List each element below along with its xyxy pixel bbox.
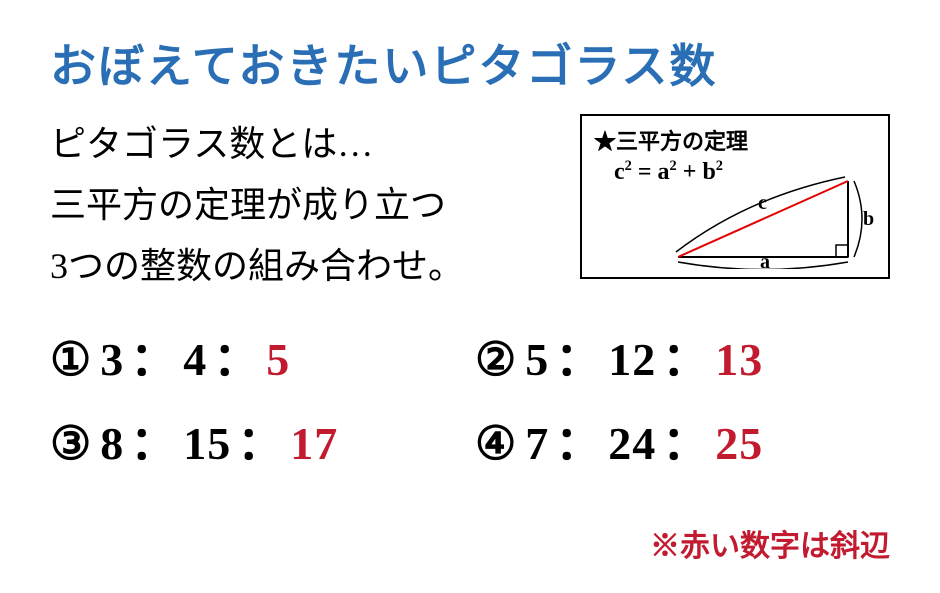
formula-c: c (614, 159, 625, 185)
triple-3-b: 15 (183, 418, 231, 469)
triple-2: ②5：12：13 (475, 323, 890, 389)
triple-2-a: 5 (525, 334, 549, 385)
intro-line-2: 三平方の定理が成り立つ (50, 175, 560, 236)
formula-c-exp: 2 (625, 158, 632, 174)
label-c: c (758, 192, 767, 214)
triple-1-a: 3 (100, 334, 124, 385)
triple-4-a: 7 (525, 418, 549, 469)
footnote: ※赤い数字は斜辺 (650, 521, 890, 565)
triple-1-c: 5 (266, 334, 290, 385)
triples-grid: ①3：4：5 ②5：12：13 ③8：15：17 ④7：24：25 (50, 323, 890, 473)
triple-3-a: 8 (100, 418, 124, 469)
page-title: おぼえておきたいピタゴラス数 (50, 30, 890, 96)
label-a: a (760, 251, 770, 269)
sep: ： (213, 334, 260, 385)
marker-3: ③ (50, 416, 92, 470)
label-b: b (863, 208, 874, 230)
intro-line-1: ピタゴラス数とは… (50, 114, 560, 175)
sep: ： (555, 334, 602, 385)
triple-1: ①3：4：5 (50, 323, 465, 389)
sep: ： (555, 418, 602, 469)
intro-row: ピタゴラス数とは… 三平方の定理が成り立つ 3つの整数の組み合わせ。 ★三平方の… (50, 114, 890, 298)
triangle-diagram: c b a (648, 169, 878, 269)
theorem-title: ★三平方の定理 (594, 124, 876, 156)
sep: ： (662, 418, 709, 469)
triple-1-b: 4 (183, 334, 207, 385)
triple-4-b: 24 (608, 418, 656, 469)
theorem-box: ★三平方の定理 c2 = a2 + b2 c b a (580, 114, 890, 279)
triple-4: ④7：24：25 (475, 407, 890, 473)
sep: ： (130, 334, 177, 385)
sep: ： (130, 418, 177, 469)
triple-2-b: 12 (608, 334, 656, 385)
marker-4: ④ (475, 416, 517, 470)
marker-2: ② (475, 332, 517, 386)
sep: ： (237, 418, 284, 469)
triple-4-c: 25 (715, 418, 763, 469)
triple-2-c: 13 (715, 334, 763, 385)
marker-1: ① (50, 332, 92, 386)
intro-line-3: 3つの整数の組み合わせ。 (50, 236, 560, 297)
intro-text: ピタゴラス数とは… 三平方の定理が成り立つ 3つの整数の組み合わせ。 (50, 114, 560, 298)
star-icon: ★ (594, 129, 616, 154)
theorem-title-text: 三平方の定理 (616, 129, 748, 154)
triple-3: ③8：15：17 (50, 407, 465, 473)
sep: ： (662, 334, 709, 385)
triple-3-c: 17 (290, 418, 338, 469)
